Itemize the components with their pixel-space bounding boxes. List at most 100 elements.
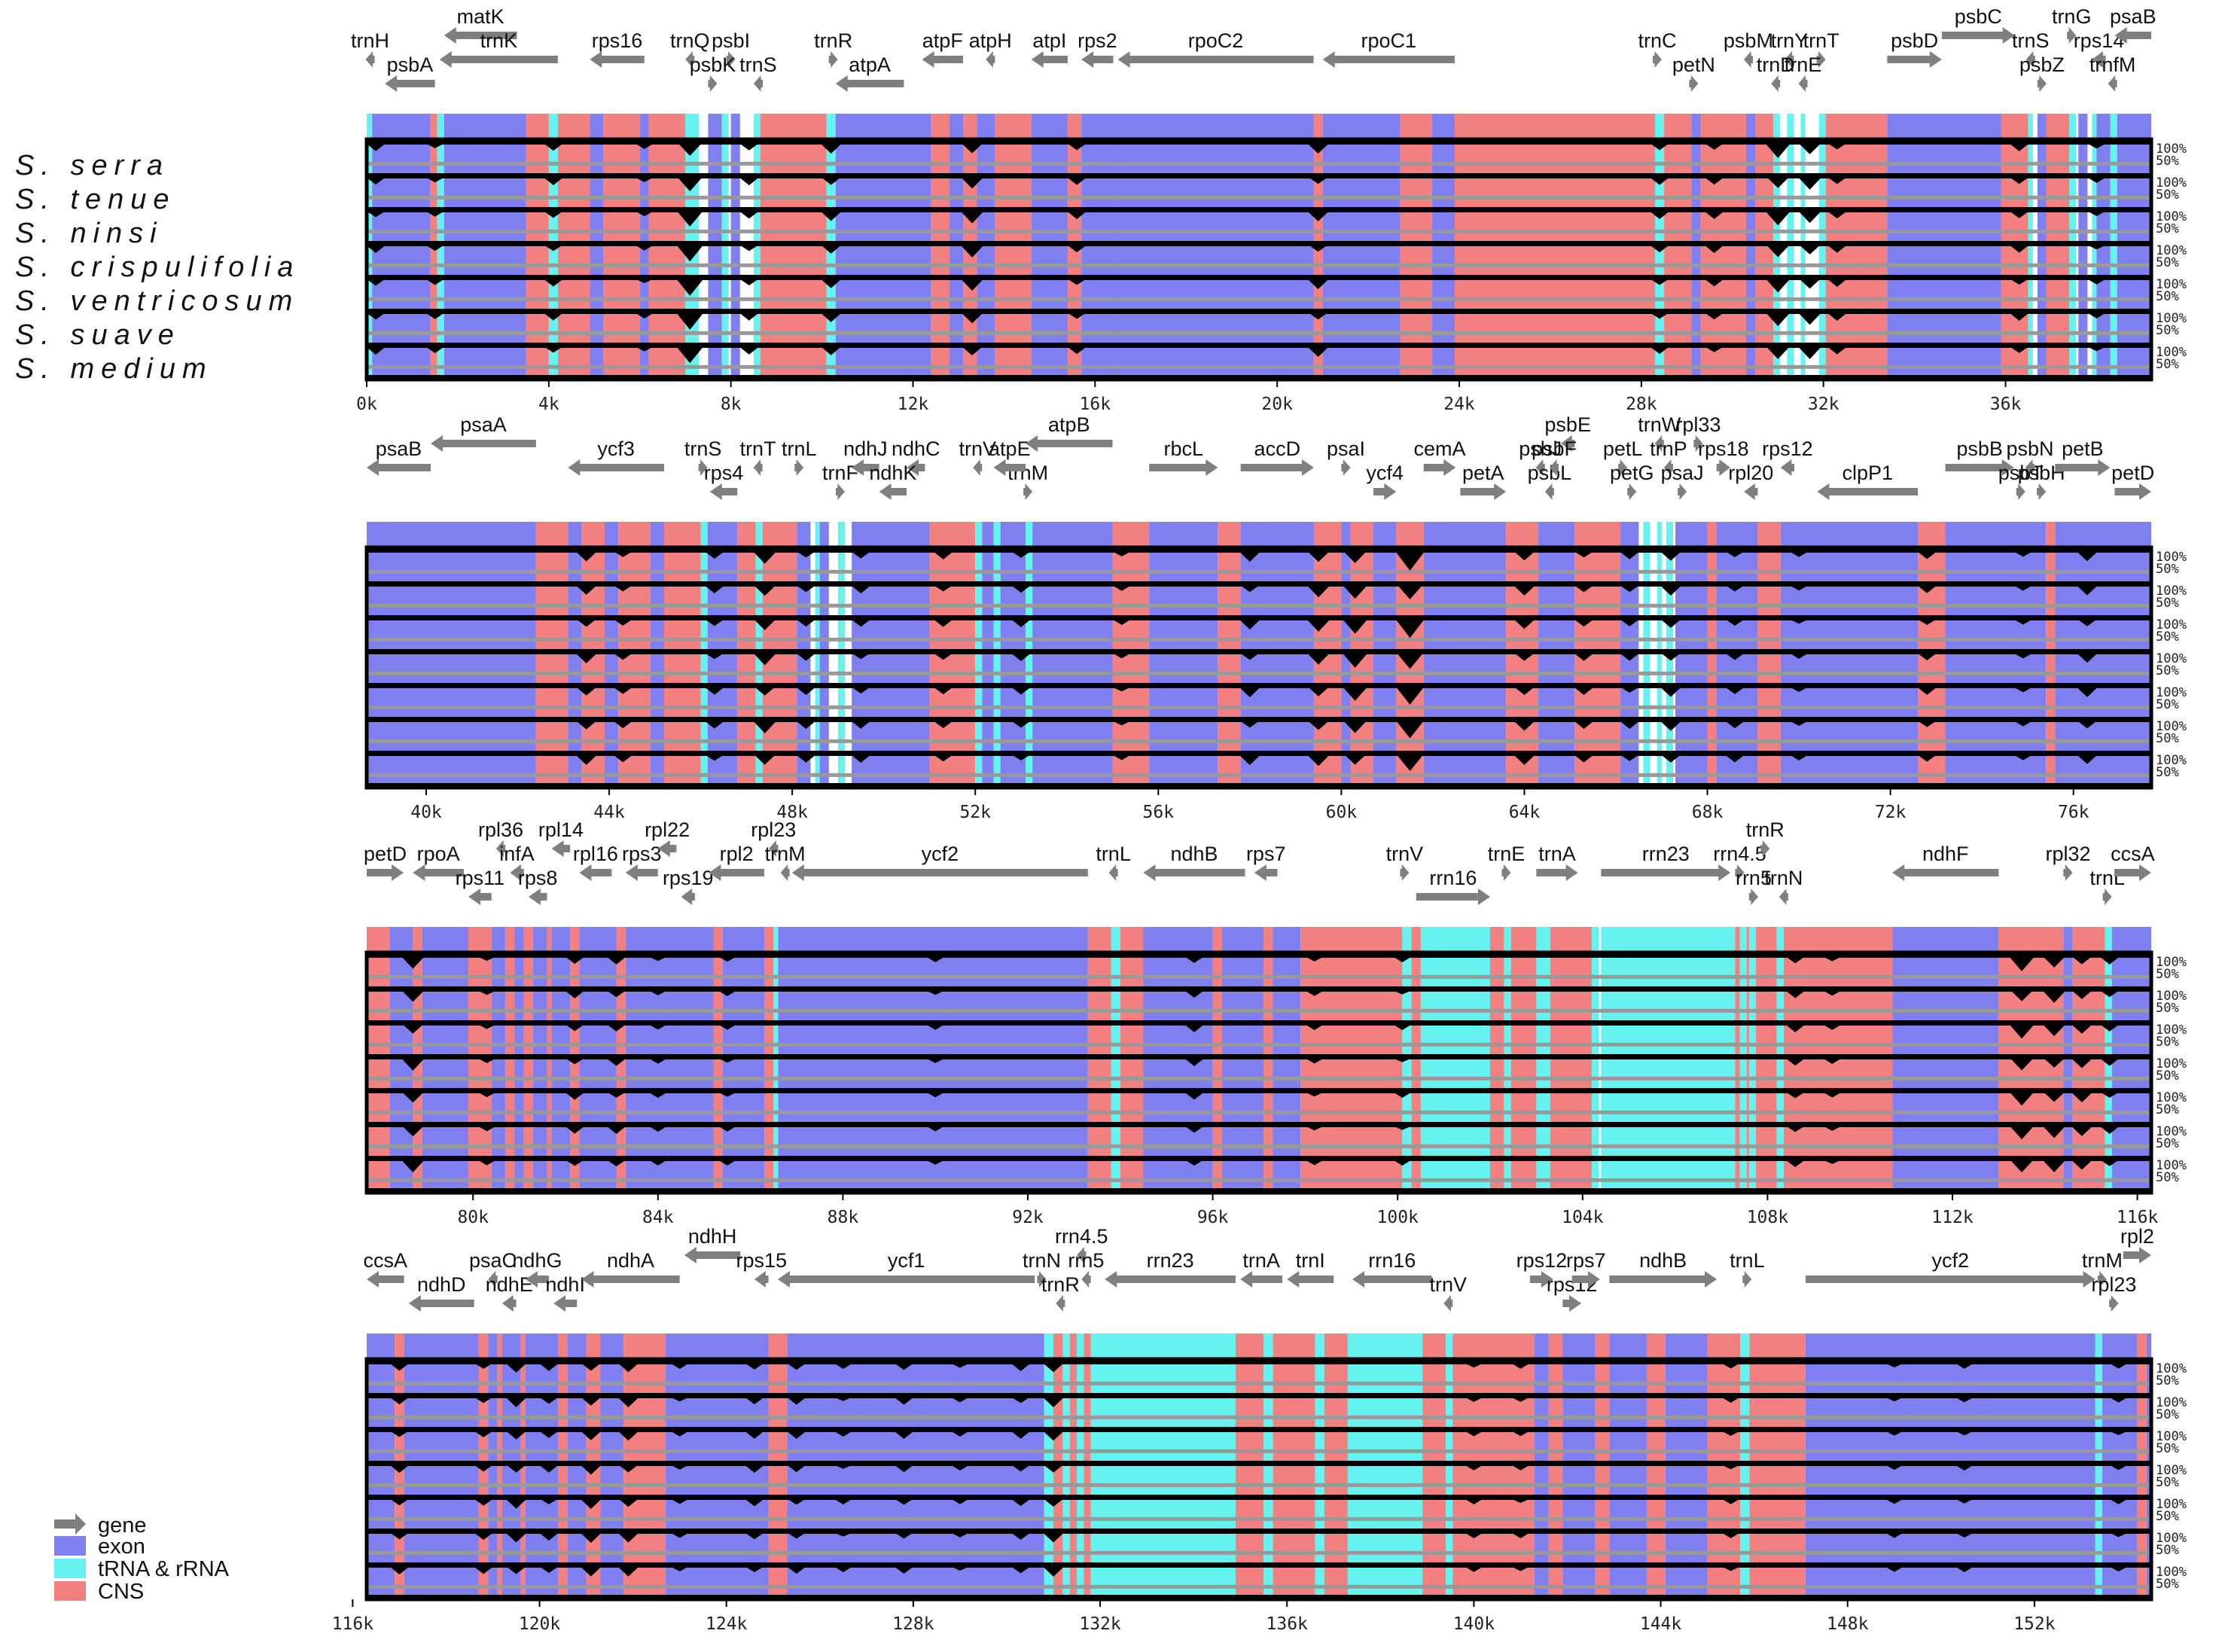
pct-50-label: 50% bbox=[2156, 562, 2179, 577]
identity-dip bbox=[1887, 1500, 1902, 1504]
feature-strip-cns bbox=[737, 522, 756, 546]
region-rna bbox=[1800, 139, 1806, 376]
identity-dip bbox=[2016, 688, 2031, 693]
identity-dip bbox=[1068, 348, 1085, 355]
feature-strip-exon bbox=[1081, 114, 1118, 138]
gene-arrow-icon bbox=[1941, 27, 2015, 44]
gene-arrow-icon bbox=[657, 840, 677, 857]
region-exon bbox=[1665, 1359, 1708, 1596]
feature-strip-rna bbox=[548, 114, 558, 138]
identity-dip bbox=[797, 654, 815, 661]
identity-dip bbox=[678, 212, 703, 227]
identity-dip bbox=[1513, 1568, 1528, 1571]
identity-dip bbox=[1576, 587, 1592, 593]
feature-strip-rna bbox=[685, 114, 700, 138]
identity-dip bbox=[1919, 587, 1936, 593]
identity-dip bbox=[637, 178, 652, 182]
gene-label: psbZ bbox=[2019, 53, 2065, 76]
pct-50-label: 50% bbox=[2156, 221, 2179, 236]
feature-strip-rna bbox=[1402, 927, 1412, 951]
gene-arrow-icon bbox=[385, 75, 435, 92]
feature-strip-rna bbox=[975, 522, 983, 546]
identity-dip bbox=[2089, 246, 2104, 250]
feature-strip-exon bbox=[977, 114, 995, 138]
identity-dip bbox=[1787, 1059, 1804, 1066]
pct-100-label: 100% bbox=[2156, 1565, 2187, 1580]
gene-arrow-icon bbox=[367, 864, 404, 881]
identity-dip bbox=[935, 756, 952, 762]
gene-arrow-icon bbox=[581, 1271, 680, 1288]
pct-100-label: 100% bbox=[2156, 209, 2187, 224]
identity-dip bbox=[1068, 178, 1086, 185]
gene-label: psbE bbox=[1544, 413, 1591, 436]
identity-dip bbox=[1513, 1534, 1529, 1538]
pct-50-label: 50% bbox=[2156, 1407, 2179, 1422]
identity-dip bbox=[367, 314, 384, 320]
gene-label: trnT bbox=[740, 437, 776, 460]
gene-arrow-icon bbox=[2114, 27, 2151, 44]
gene-arrow-icon bbox=[1748, 888, 1759, 905]
identity-dip bbox=[1394, 1026, 1410, 1030]
identity-dip bbox=[2077, 756, 2096, 764]
gene-label: rps12 bbox=[1516, 1249, 1568, 1272]
x-tick-label: 68k bbox=[1692, 803, 1724, 822]
gene-arrow-icon bbox=[973, 459, 983, 476]
identity-dip bbox=[480, 1161, 495, 1166]
identity-dip bbox=[619, 1432, 638, 1441]
gene-arrow-icon bbox=[1562, 1295, 1582, 1312]
pct-100-label: 100% bbox=[2156, 1361, 2187, 1376]
region-rna bbox=[1657, 547, 1662, 785]
feature-strip-rna bbox=[1090, 1333, 1236, 1358]
identity-dip bbox=[2016, 553, 2031, 557]
gene-label: rrn16 bbox=[1368, 1249, 1416, 1272]
identity-dip bbox=[1651, 178, 1669, 185]
identity-dip bbox=[1513, 1500, 1528, 1504]
identity-dip bbox=[1308, 280, 1328, 289]
gene-arrow-icon bbox=[528, 888, 547, 905]
identity-dip bbox=[2089, 212, 2104, 216]
identity-dip bbox=[404, 1026, 422, 1034]
region-rna bbox=[1420, 952, 1490, 1190]
identity-dip bbox=[2079, 722, 2096, 729]
feature-strip-rna bbox=[773, 927, 779, 951]
feature-strip-rna bbox=[2105, 927, 2112, 951]
pct-50-label: 50% bbox=[2156, 1102, 2179, 1117]
row-separator bbox=[367, 241, 2151, 246]
pct-50-label: 50% bbox=[2156, 629, 2179, 645]
identity-dip bbox=[1829, 178, 1846, 184]
identity-dip bbox=[1114, 553, 1129, 556]
feature-strip-cns bbox=[1595, 1333, 1610, 1358]
feature-strip-exon bbox=[1032, 522, 1113, 546]
pct-50-label: 50% bbox=[2156, 323, 2179, 338]
identity-dip bbox=[1515, 620, 1534, 629]
identity-dip bbox=[1957, 1500, 1972, 1504]
region-exon bbox=[1032, 547, 1113, 785]
region-rna bbox=[1026, 547, 1033, 785]
identity-dip bbox=[1705, 246, 1723, 253]
region-rna bbox=[721, 139, 729, 376]
x-tick-label: 116k bbox=[2117, 1208, 2159, 1227]
identity-dip bbox=[608, 1127, 625, 1134]
identity-dip bbox=[1727, 722, 1743, 729]
feature-strip-cns bbox=[1087, 927, 1111, 951]
feature-strip-cns bbox=[570, 927, 580, 951]
identity-dip bbox=[953, 1466, 968, 1471]
identity-dip bbox=[720, 1127, 735, 1132]
identity-dip bbox=[403, 1093, 423, 1103]
feature-strip-exon bbox=[533, 927, 547, 951]
gene-arrow-icon bbox=[1108, 864, 1118, 881]
identity-dip bbox=[1829, 212, 1846, 219]
feature-strip-exon bbox=[514, 927, 524, 951]
identity-dip bbox=[798, 553, 814, 558]
gene-arrow-icon bbox=[553, 1295, 578, 1312]
identity-dip bbox=[540, 1466, 558, 1473]
identity-dip bbox=[788, 1398, 805, 1405]
identity-dip bbox=[953, 1364, 968, 1368]
identity-dip bbox=[1395, 1127, 1410, 1130]
gene-arrow-icon bbox=[922, 51, 964, 68]
pct-100-label: 100% bbox=[2156, 955, 2187, 970]
gene-arrow-icon bbox=[2037, 483, 2047, 500]
identity-dip bbox=[852, 553, 869, 559]
row-separator bbox=[367, 547, 2151, 553]
feature-strip-exon bbox=[2102, 1333, 2138, 1358]
